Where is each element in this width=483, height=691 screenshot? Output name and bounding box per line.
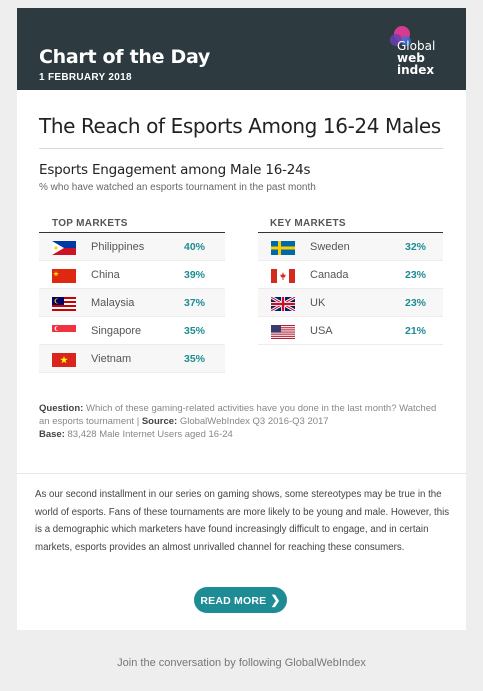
country-value: 23% bbox=[405, 269, 427, 281]
china-flag-icon bbox=[52, 269, 76, 283]
sweden-flag-icon bbox=[271, 241, 295, 255]
vietnam-flag-icon bbox=[52, 353, 76, 367]
logo-dots-icon bbox=[390, 26, 411, 46]
top-markets-table: TOP MARKETS Philippines 40% China 39% bbox=[39, 218, 225, 373]
table-row: Sweden 32% bbox=[258, 233, 443, 261]
divider bbox=[39, 148, 443, 149]
table-row: Vietnam 35% bbox=[39, 345, 225, 373]
malaysia-flag-icon bbox=[52, 297, 76, 311]
country-name: Sweden bbox=[310, 241, 350, 253]
footer-text[interactable]: Join the conversation by following Globa… bbox=[117, 657, 366, 669]
read-more-button[interactable]: READ MORE ❯ bbox=[194, 587, 287, 613]
country-value: 35% bbox=[184, 353, 206, 365]
country-name: Vietnam bbox=[91, 353, 132, 365]
table-row: Malaysia 37% bbox=[39, 289, 225, 317]
source-notes: Question: Which of these gaming-related … bbox=[39, 402, 443, 441]
country-name: Singapore bbox=[91, 325, 142, 337]
source-label: Source: bbox=[141, 416, 178, 427]
key-markets-list: Sweden 32% Canada 23% UK bbox=[258, 233, 443, 345]
article-body: As our second installment in our series … bbox=[35, 489, 450, 553]
country-value: 32% bbox=[405, 241, 427, 253]
logo-line-2: web bbox=[397, 51, 425, 65]
singapore-flag-icon bbox=[52, 325, 76, 339]
question-text: Which of these gaming-related activities… bbox=[39, 403, 437, 427]
country-name: USA bbox=[310, 325, 333, 337]
canada-flag-icon bbox=[271, 269, 295, 283]
table-row: Canada 23% bbox=[258, 261, 443, 289]
country-value: 37% bbox=[184, 297, 206, 309]
country-name: Malaysia bbox=[91, 297, 135, 309]
uk-flag-icon bbox=[271, 297, 295, 311]
logo-line-1: Global bbox=[397, 39, 436, 53]
content-card: The Reach of Esports Among 16-24 Males E… bbox=[17, 90, 466, 630]
table-row: USA 21% bbox=[258, 317, 443, 345]
globalwebindex-logo[interactable]: Global web index bbox=[389, 26, 459, 86]
table-row: Singapore 35% bbox=[39, 317, 225, 345]
country-value: 21% bbox=[405, 325, 427, 337]
table-row: Philippines 40% bbox=[39, 233, 225, 261]
source-text: GlobalWebIndex Q3 2016-Q3 2017 bbox=[179, 416, 329, 427]
country-value: 35% bbox=[184, 325, 206, 337]
article-title: The Reach of Esports Among 16-24 Males bbox=[39, 114, 441, 138]
key-markets-heading: KEY MARKETS bbox=[258, 218, 443, 233]
country-name: China bbox=[91, 269, 120, 281]
read-more-label: READ MORE bbox=[200, 595, 267, 607]
chevron-right-icon: ❯ bbox=[270, 593, 281, 607]
base-label: Base: bbox=[39, 429, 65, 440]
newsletter-header: Chart of the Day 1 FEBRUARY 2018 Global … bbox=[17, 8, 466, 90]
country-name: Canada bbox=[310, 269, 349, 281]
divider bbox=[17, 473, 466, 474]
country-value: 39% bbox=[184, 269, 206, 281]
philippines-flag-icon bbox=[52, 241, 76, 255]
usa-flag-icon bbox=[271, 325, 295, 339]
top-markets-list: Philippines 40% China 39% Malaysia bbox=[39, 233, 225, 373]
top-markets-heading: TOP MARKETS bbox=[39, 218, 225, 233]
key-markets-table: KEY MARKETS Sweden 32% Canada 23% bbox=[258, 218, 443, 345]
logo-line-3: index bbox=[397, 63, 435, 77]
country-name: Philippines bbox=[91, 241, 145, 253]
chart-subtitle: % who have watched an esports tournament… bbox=[39, 182, 316, 193]
question-label: Question: bbox=[39, 403, 84, 414]
country-value: 40% bbox=[184, 241, 206, 253]
base-text: 83,428 Male Internet Users aged 16-24 bbox=[67, 429, 233, 440]
table-row: UK 23% bbox=[258, 289, 443, 317]
header-date: 1 FEBRUARY 2018 bbox=[39, 72, 132, 83]
country-name: UK bbox=[310, 297, 326, 309]
chart-title: Esports Engagement among Male 16-24s bbox=[39, 162, 311, 178]
header-title: Chart of the Day bbox=[39, 46, 210, 68]
country-value: 23% bbox=[405, 297, 427, 309]
table-row: China 39% bbox=[39, 261, 225, 289]
